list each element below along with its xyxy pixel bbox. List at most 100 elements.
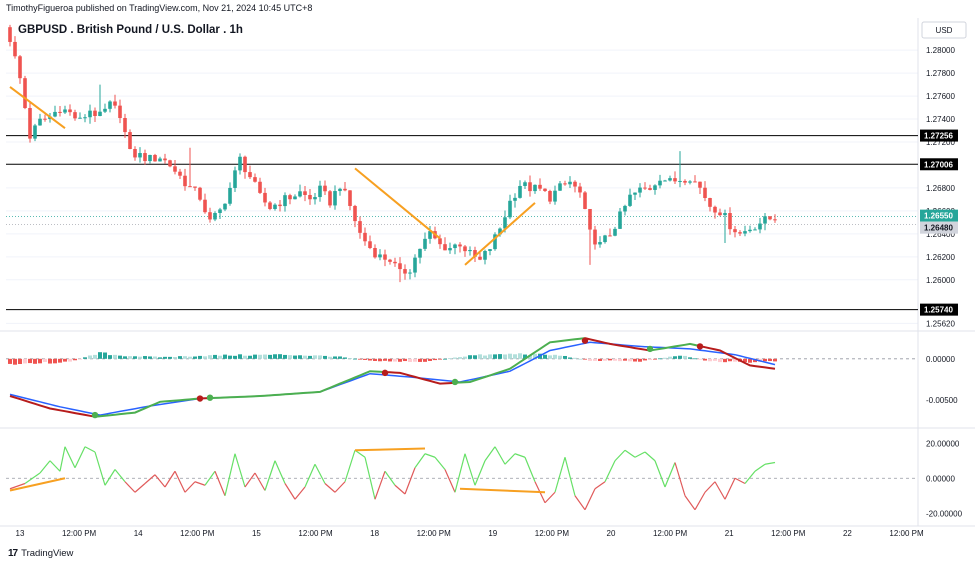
momentum-segment xyxy=(424,453,436,458)
histogram-bar xyxy=(253,354,257,359)
histogram-bar xyxy=(43,358,47,363)
histogram-bar xyxy=(518,353,522,359)
histogram-bar xyxy=(153,356,157,359)
candle-body xyxy=(133,149,137,158)
tradingview-logo-text: TradingView xyxy=(21,548,74,559)
momentum-segment xyxy=(434,456,446,470)
current-price-label: 1.26550 xyxy=(924,212,953,221)
histogram-bar xyxy=(533,353,537,359)
candle-body xyxy=(563,183,567,185)
candle-body xyxy=(648,188,652,190)
momentum-segment xyxy=(544,491,556,504)
histogram-bar xyxy=(178,356,182,359)
histogram-bar xyxy=(748,358,752,363)
momentum-segment xyxy=(374,471,386,500)
candle-body xyxy=(363,232,367,242)
candle-body xyxy=(378,254,382,258)
candle-body xyxy=(403,269,407,274)
candle-body xyxy=(543,188,547,191)
histogram-bar xyxy=(128,356,132,359)
histogram-bar xyxy=(503,354,507,359)
candle-body xyxy=(493,234,497,250)
candle-body xyxy=(698,181,702,188)
histogram-bar xyxy=(693,358,697,360)
time-tick-label: 12:00 PM xyxy=(298,529,333,538)
current-price-badge xyxy=(920,209,958,222)
candle-body xyxy=(763,216,767,224)
histogram-bar xyxy=(658,358,662,360)
momentum-segment xyxy=(574,495,586,511)
candle-body xyxy=(213,212,217,220)
candle-body xyxy=(18,56,22,79)
histogram-bar xyxy=(273,354,277,359)
momentum-trendline xyxy=(9,477,66,492)
histogram-bar xyxy=(418,358,422,362)
momentum-segment xyxy=(174,470,186,493)
cross-marker xyxy=(206,394,214,401)
histogram-bar xyxy=(148,356,152,359)
histogram-bar xyxy=(563,355,567,359)
candle-body xyxy=(593,229,597,245)
price-tick-label: 1.26800 xyxy=(926,184,955,193)
symbol-title[interactable]: GBPUSD . British Pound / U.S. Dollar . 1… xyxy=(18,24,243,36)
candle-body xyxy=(728,213,732,230)
level-price-badge xyxy=(920,158,958,171)
time-tick-label: 12:00 PM xyxy=(417,529,452,538)
price-trendline xyxy=(9,86,66,130)
level-price-label: 1.27256 xyxy=(924,132,953,141)
publisher-header: TimothyFigueroa published on TradingView… xyxy=(6,3,313,13)
candle-body xyxy=(283,195,287,207)
candle-body xyxy=(638,187,642,193)
histogram-bar xyxy=(718,358,722,363)
histogram-bar xyxy=(323,355,327,359)
histogram-bar xyxy=(558,355,562,359)
momentum-segment xyxy=(414,453,426,469)
fast-line-segment xyxy=(649,342,701,352)
candle-body xyxy=(643,187,647,189)
histogram-bar xyxy=(473,355,477,359)
candle-body xyxy=(323,185,327,192)
oscillator-histogram xyxy=(6,352,918,365)
momentum-segment xyxy=(404,467,416,495)
histogram-bar xyxy=(508,353,512,359)
candle-body xyxy=(553,190,557,202)
candle-body xyxy=(53,111,57,117)
histogram-bar xyxy=(463,356,467,359)
candle-body xyxy=(713,206,717,213)
currency-label: USD xyxy=(936,26,953,35)
candle-body xyxy=(173,166,177,172)
candle-body xyxy=(503,217,507,229)
candle-body xyxy=(228,187,232,204)
price-axis: USD1.280001.278001.276001.274001.272001.… xyxy=(920,21,967,518)
candle-body xyxy=(668,178,672,181)
histogram-bar xyxy=(353,358,357,360)
histogram-bar xyxy=(13,358,17,365)
candle-body xyxy=(348,190,352,206)
candle-body xyxy=(123,118,127,133)
candle-body xyxy=(628,194,632,206)
candle-body xyxy=(343,188,347,191)
candle-body xyxy=(453,244,457,249)
histogram-bar xyxy=(33,358,37,364)
candle-body xyxy=(78,117,82,119)
histogram-bar xyxy=(333,356,337,359)
momentum-segment xyxy=(504,453,516,465)
candle-body xyxy=(748,229,752,232)
momentum-segment xyxy=(144,474,156,484)
tradingview-logo[interactable]: 17 TradingView xyxy=(8,548,73,559)
price-trendline xyxy=(354,167,441,240)
momentum-segment xyxy=(734,477,746,485)
histogram-bar xyxy=(23,358,27,364)
candle-body xyxy=(23,78,27,109)
price-tick-label: 1.26200 xyxy=(926,253,955,262)
histogram-bar xyxy=(578,358,582,360)
candle-body xyxy=(338,188,342,192)
histogram-bar xyxy=(613,358,617,361)
price-trendline xyxy=(464,202,536,266)
histogram-bar xyxy=(663,357,667,359)
histogram-bar xyxy=(433,358,437,361)
candle-body xyxy=(743,231,747,234)
histogram-bar xyxy=(688,357,692,359)
candle-body xyxy=(218,209,222,213)
